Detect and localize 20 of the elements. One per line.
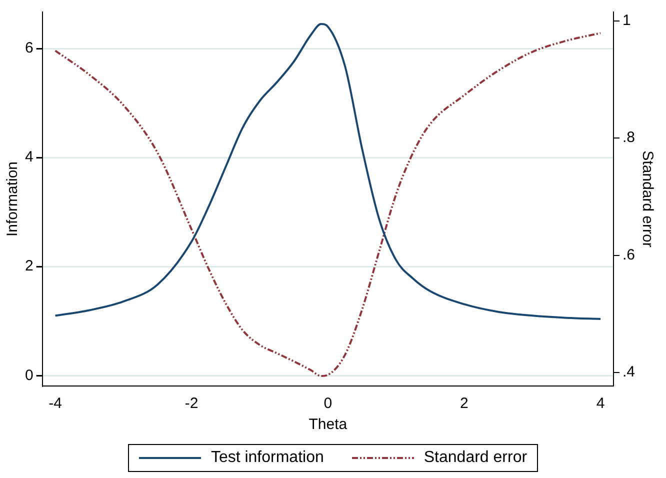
y-axis-title: Information <box>4 161 22 237</box>
legend-label: Standard error <box>424 449 528 467</box>
x-tick-label: 0 <box>324 395 332 412</box>
y2-tick-label: .8 <box>622 129 636 146</box>
y-tick-label: 6 <box>25 40 34 57</box>
x-tick-label: -4 <box>48 395 62 412</box>
y2-tick-label: 1 <box>622 12 631 29</box>
y2-tick-label: .6 <box>622 246 636 264</box>
x-axis-title: Theta <box>308 416 348 434</box>
x-tick-label: -2 <box>184 395 198 412</box>
line-series <box>54 32 602 378</box>
y2-axis-title: Standard error <box>638 150 656 248</box>
x-tick-label: 4 <box>596 395 605 412</box>
y-tick-label: 4 <box>25 148 34 166</box>
y2-tick-label: .4 <box>622 364 636 381</box>
legend-label: Test information <box>210 449 324 467</box>
x-tick-label: 2 <box>460 395 468 412</box>
y-tick-label: 0 <box>25 366 34 384</box>
line-series <box>54 22 602 320</box>
y-tick-label: 2 <box>25 258 34 275</box>
